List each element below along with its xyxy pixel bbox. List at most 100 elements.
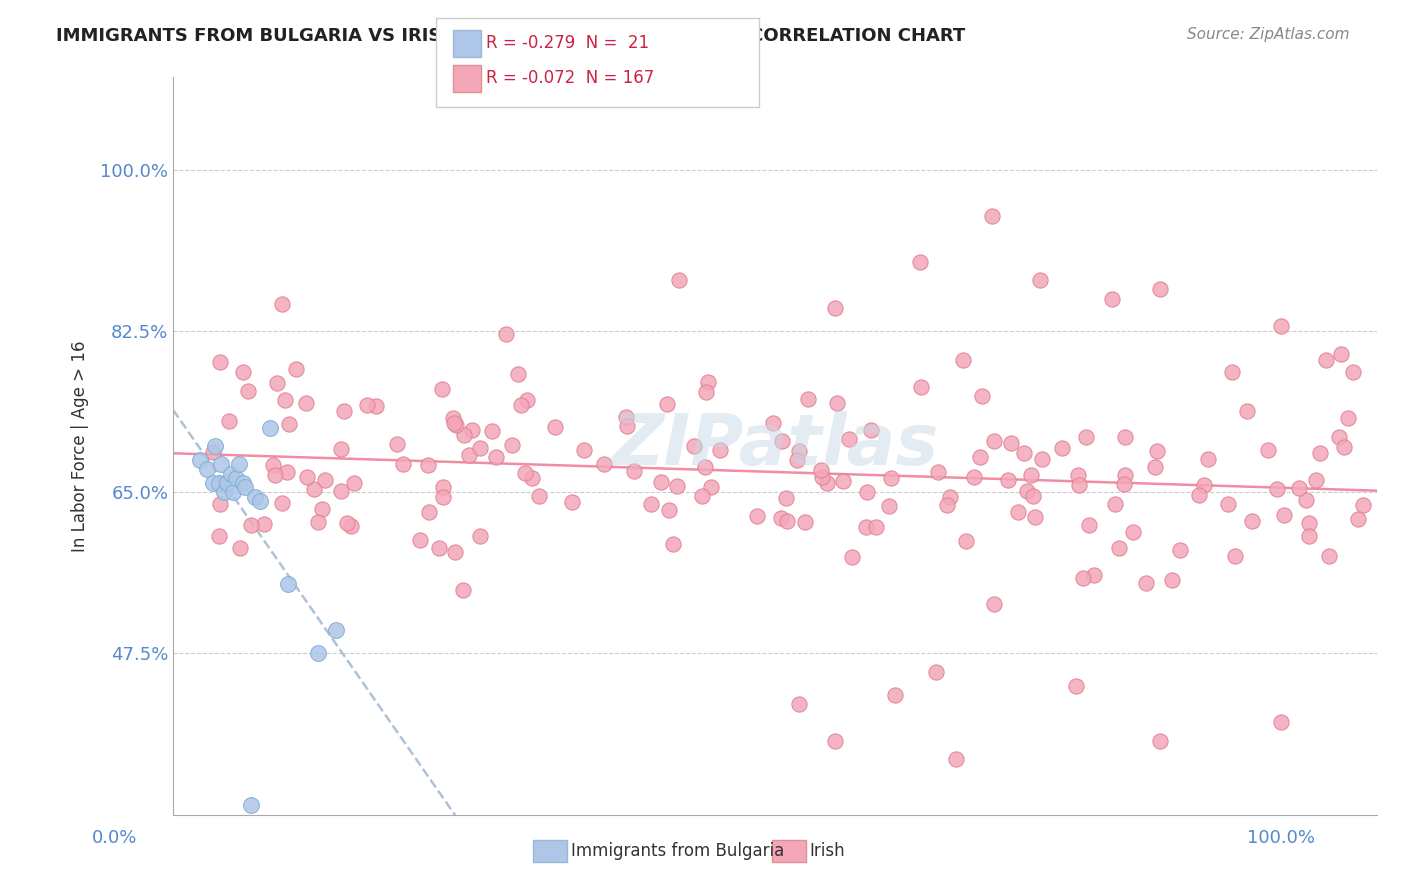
Point <box>1317 549 1340 564</box>
Point <box>229 541 252 556</box>
Point <box>650 475 672 489</box>
Point <box>501 438 523 452</box>
Point <box>572 442 595 457</box>
Point <box>295 395 318 409</box>
Point <box>815 475 838 490</box>
Point <box>235 480 257 494</box>
Point <box>1031 452 1053 467</box>
Point <box>700 480 723 494</box>
Point <box>263 467 285 482</box>
Point <box>195 462 218 476</box>
Point <box>468 441 491 455</box>
Point <box>453 428 475 442</box>
Point <box>329 442 352 456</box>
Point <box>1104 497 1126 511</box>
Point <box>1298 516 1320 530</box>
Point <box>1077 518 1099 533</box>
Text: Source: ZipAtlas.com: Source: ZipAtlas.com <box>1187 27 1350 42</box>
Point <box>983 598 1005 612</box>
Point <box>1198 451 1220 466</box>
Point <box>824 734 846 748</box>
Point <box>201 444 224 458</box>
Point <box>1122 525 1144 540</box>
Point <box>508 367 530 381</box>
Point <box>877 500 900 514</box>
Point <box>204 439 226 453</box>
Point <box>825 396 848 410</box>
Point <box>640 497 662 511</box>
Point <box>655 397 678 411</box>
Point <box>1341 365 1364 379</box>
Point <box>232 365 254 379</box>
Point <box>418 505 440 519</box>
Point <box>970 389 993 403</box>
Point <box>209 458 232 472</box>
Point <box>797 392 820 406</box>
Text: 100.0%: 100.0% <box>1247 830 1315 847</box>
Point <box>274 393 297 408</box>
Point <box>661 537 683 551</box>
Point <box>307 646 329 660</box>
Point <box>1288 481 1310 495</box>
Point <box>481 424 503 438</box>
Point <box>770 510 793 524</box>
Point <box>561 495 583 509</box>
Point <box>277 577 299 591</box>
Point <box>1064 679 1087 693</box>
Point <box>1270 715 1292 730</box>
Point <box>980 209 1002 223</box>
Point <box>239 517 262 532</box>
Point <box>1135 576 1157 591</box>
Point <box>1327 429 1350 443</box>
Point <box>1241 514 1264 528</box>
Point <box>614 410 637 425</box>
Point <box>692 489 714 503</box>
Point <box>1236 404 1258 418</box>
Point <box>1315 353 1337 368</box>
Point <box>314 473 336 487</box>
Point <box>208 529 231 543</box>
Point <box>832 474 855 488</box>
Point <box>939 490 962 504</box>
Point <box>232 475 254 490</box>
Point <box>356 398 378 412</box>
Point <box>266 376 288 390</box>
Point <box>695 385 717 400</box>
Point <box>927 466 949 480</box>
Point <box>683 438 706 452</box>
Point <box>856 485 879 500</box>
Point <box>225 471 247 485</box>
Point <box>1298 529 1320 543</box>
Point <box>253 516 276 531</box>
Point <box>1272 508 1295 523</box>
Point <box>963 469 986 483</box>
Point <box>451 583 474 598</box>
Point <box>217 475 239 490</box>
Point <box>262 458 284 472</box>
Point <box>441 411 464 425</box>
Point <box>841 549 863 564</box>
Point <box>1114 467 1136 482</box>
Point <box>593 458 616 472</box>
Point <box>522 471 544 485</box>
Point <box>333 404 356 418</box>
Point <box>427 541 450 556</box>
Point <box>1076 430 1098 444</box>
Point <box>925 665 948 679</box>
Point <box>1112 477 1135 491</box>
Point <box>208 475 231 490</box>
Point <box>188 452 211 467</box>
Point <box>983 434 1005 449</box>
Point <box>908 254 931 268</box>
Point <box>444 545 467 559</box>
Point <box>432 490 454 504</box>
Point <box>1149 282 1171 296</box>
Point <box>1170 542 1192 557</box>
Point <box>880 471 903 485</box>
Point <box>1067 478 1090 492</box>
Point <box>1015 483 1038 498</box>
Point <box>1144 460 1167 475</box>
Point <box>668 273 690 287</box>
Point <box>302 483 325 497</box>
Point <box>1265 482 1288 496</box>
